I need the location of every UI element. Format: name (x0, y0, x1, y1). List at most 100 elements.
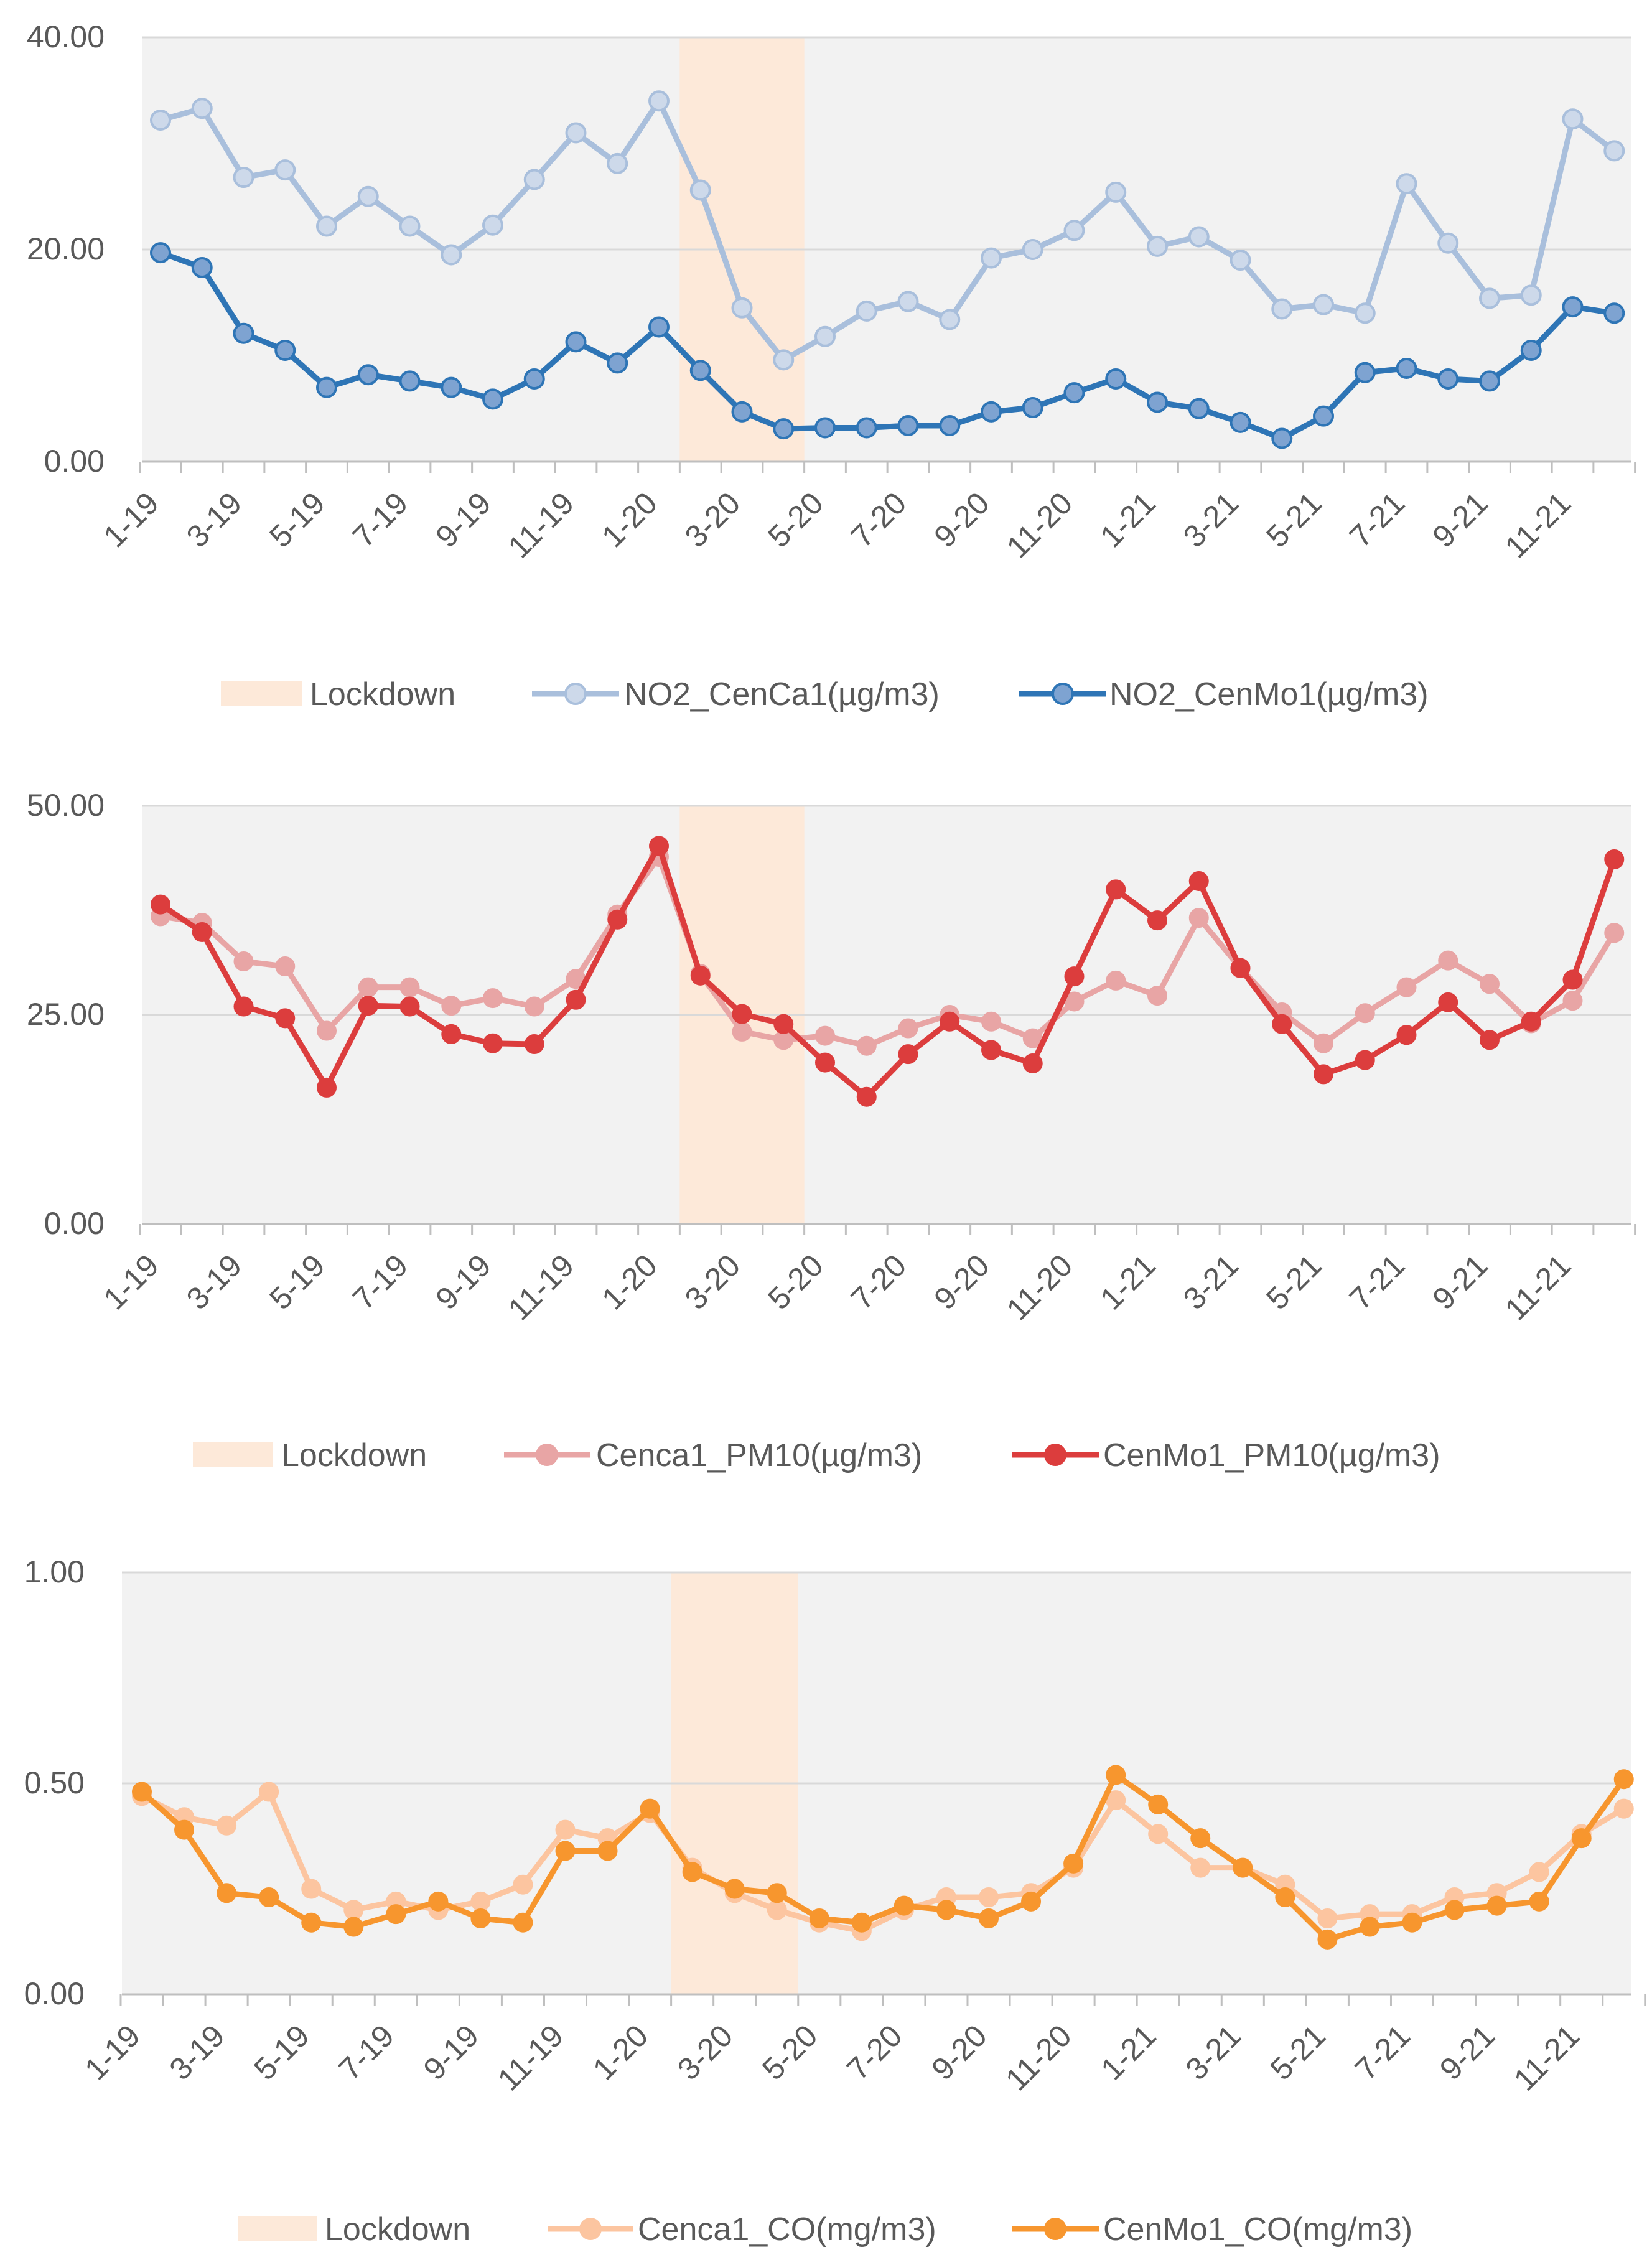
data-point (441, 376, 462, 398)
data-point (1147, 235, 1168, 257)
data-point (1486, 1895, 1507, 1916)
data-point (682, 1862, 702, 1882)
x-tick-label: 5-20 (761, 485, 829, 554)
data-point (191, 256, 213, 278)
data-point (1438, 950, 1458, 971)
data-point (1437, 232, 1459, 254)
legend-swatch-lockdown (238, 2216, 317, 2241)
data-point (217, 1815, 237, 1836)
data-point (1147, 910, 1167, 931)
x-tick-label: 5-19 (263, 485, 331, 554)
data-point (1396, 977, 1417, 997)
y-tick-label: 20.00 (27, 231, 105, 266)
data-point (979, 1908, 999, 1928)
data-point (940, 1011, 960, 1032)
data-point (399, 977, 420, 997)
legend-label-lockdown: Lockdown (281, 1437, 427, 1473)
data-point (731, 401, 753, 423)
data-point (856, 1086, 877, 1107)
data-point (1444, 1900, 1465, 1920)
legend-label-2: NO2_CenMo1(µg/m3) (1109, 676, 1429, 712)
data-point (1188, 398, 1210, 419)
data-point (555, 1841, 576, 1861)
data-point (1438, 992, 1458, 1012)
data-point (981, 1040, 1001, 1060)
data-point (815, 1052, 835, 1073)
data-point (470, 1908, 491, 1928)
data-point (399, 370, 421, 392)
data-point (565, 331, 587, 353)
data-point (192, 922, 212, 942)
legend-marker-2 (1044, 1444, 1066, 1466)
data-point (259, 1782, 279, 1802)
x-tick-label: 11-19 (502, 485, 581, 564)
y-tick-label: 40.00 (27, 19, 105, 54)
data-point (1022, 239, 1043, 260)
data-point (1437, 368, 1459, 390)
data-point (767, 1883, 787, 1903)
legend: Lockdown NO2_CenCa1(µg/m3) NO2_CenMo1(µg/m… (221, 676, 1429, 712)
data-point (1275, 1887, 1295, 1908)
data-point (898, 1044, 918, 1065)
data-point (343, 1900, 364, 1920)
data-point (233, 322, 254, 344)
data-point (150, 242, 171, 264)
data-point (1604, 923, 1625, 943)
data-point (482, 388, 503, 410)
x-tick-label: 7-19 (346, 485, 414, 554)
x-tick-label: 5-20 (761, 1248, 829, 1316)
data-point (1021, 1891, 1042, 1912)
data-point (1571, 1828, 1592, 1849)
data-point (981, 247, 1002, 269)
data-point (151, 894, 170, 915)
data-point (259, 1887, 279, 1908)
x-tick-label: 3-20 (678, 1248, 747, 1316)
data-point (1230, 250, 1251, 271)
data-point (1529, 1862, 1549, 1882)
x-tick-label: 11-21 (1507, 2018, 1586, 2097)
data-point (936, 1900, 956, 1920)
data-point (640, 1798, 660, 1819)
x-tick-label: 3-19 (180, 485, 248, 554)
data-point (523, 169, 545, 190)
data-point (357, 185, 379, 207)
data-point (1529, 1891, 1549, 1912)
data-point (358, 977, 378, 997)
data-point (523, 368, 545, 390)
data-point (482, 214, 503, 236)
data-point (524, 996, 544, 1017)
data-point (732, 1021, 752, 1042)
x-tick-label: 11-19 (491, 2018, 570, 2097)
data-point (1106, 879, 1126, 900)
data-point (597, 1841, 618, 1861)
data-point (470, 1891, 491, 1912)
x-tick-label: 5-21 (1259, 485, 1328, 554)
data-point (1313, 405, 1334, 427)
data-point (132, 1782, 152, 1802)
data-point (1603, 302, 1625, 324)
legend-marker-1 (564, 683, 587, 705)
data-point (648, 90, 670, 112)
data-point (317, 1077, 337, 1098)
legend-swatch-lockdown (193, 1442, 273, 1467)
x-tick-label: 11-20 (1000, 1248, 1079, 1327)
data-point (773, 418, 795, 440)
x-tick-label: 9-21 (1433, 2018, 1501, 2086)
data-point (555, 1819, 576, 1840)
x-tick-label: 9-20 (927, 1248, 996, 1316)
data-point (1105, 368, 1127, 390)
data-point (1603, 140, 1625, 162)
data-point (1354, 362, 1376, 383)
data-point (1521, 1011, 1541, 1032)
x-tick-label: 11-20 (1000, 485, 1079, 564)
legend-marker-1 (536, 1444, 558, 1466)
data-point (566, 989, 586, 1010)
data-point (732, 1004, 752, 1024)
data-point (316, 376, 337, 398)
x-tick-label: 1-20 (586, 2018, 655, 2086)
data-point (1148, 1824, 1169, 1844)
data-point (649, 836, 669, 856)
data-point (767, 1900, 787, 1920)
x-tick-label: 1-21 (1093, 485, 1162, 554)
